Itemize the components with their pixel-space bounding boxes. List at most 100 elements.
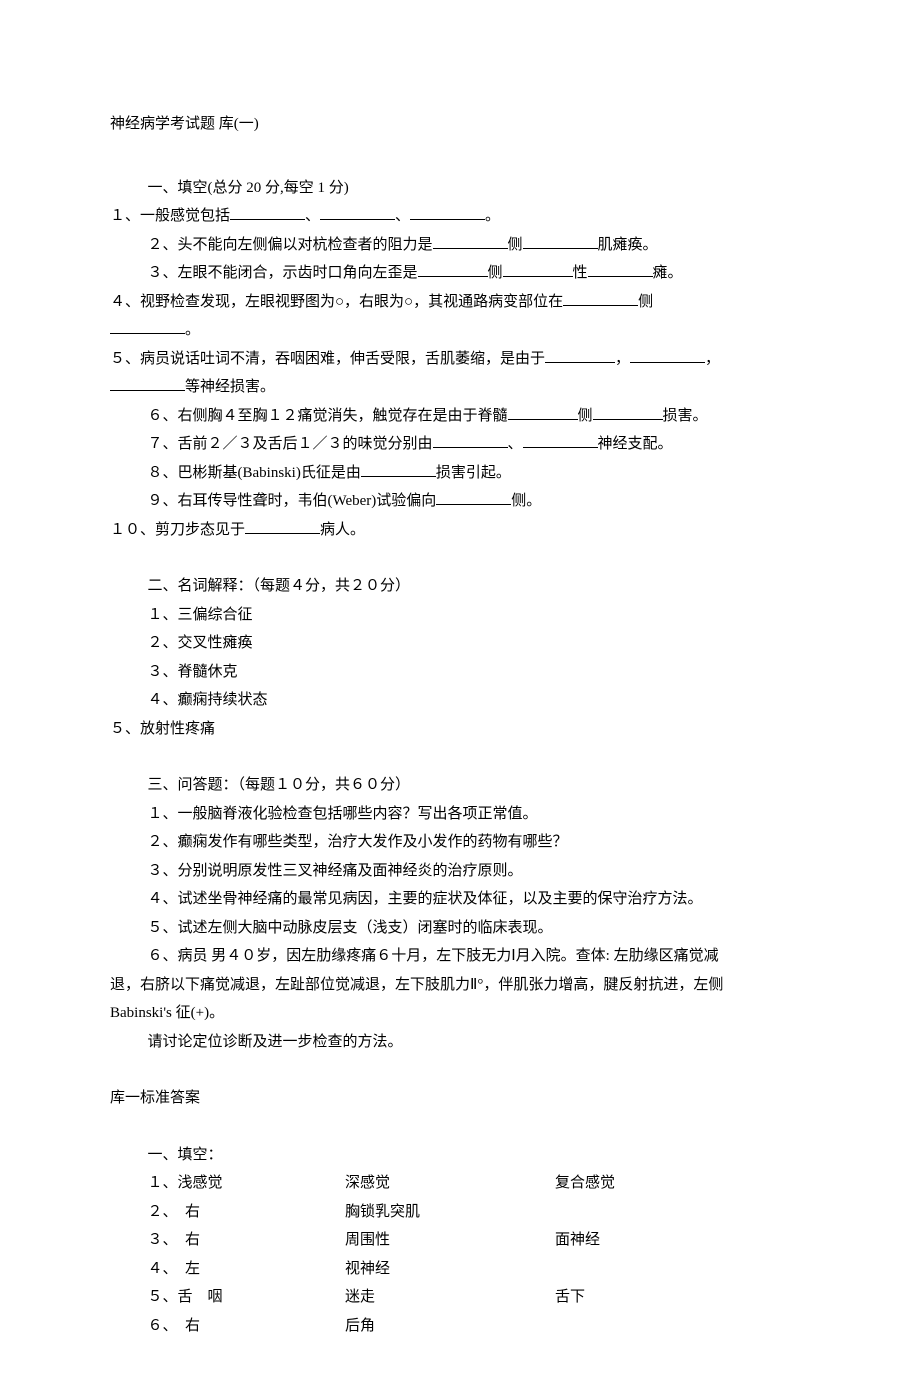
s3-item-1: １、一般脑脊液化验检查包括哪些内容？写出各项正常值。 [110, 800, 810, 829]
q5-text-d: 等神经损害。 [185, 379, 275, 395]
q4-text-a: ４、视野检查发现，左眼视野图为○，右眼为○，其视通路病变部位在 [110, 294, 563, 310]
blank [418, 262, 488, 277]
q5-text-a: ５、病员说话吐词不清，吞咽困难，伸舌受限，舌肌萎缩，是由于 [110, 351, 545, 367]
answers-section-header: 一、填空： [110, 1141, 810, 1170]
q3-text-a: ３、左眼不能闭合，示齿时口角向左歪是 [148, 265, 418, 281]
q4-line2: 。 [110, 316, 810, 345]
s2-item-2: ２、交叉性瘫痪 [110, 629, 810, 658]
q5-text-b: ， [615, 351, 630, 367]
s3-q6-line2: 退，右脐以下痛觉减退，左趾部位觉减退，左下肢肌力Ⅱ°，伴肌张力增高，腱反射抗进，… [110, 971, 810, 1000]
q7-text-c: 神经支配。 [598, 436, 673, 452]
blank [361, 462, 436, 477]
blank [230, 205, 305, 220]
q3-text-d: 瘫。 [653, 265, 683, 281]
q4-text-b: 侧 [638, 294, 653, 310]
answer-row-4: ４、 左 视神经 [110, 1255, 810, 1284]
q5-line2: 等神经损害。 [110, 373, 810, 402]
blank [245, 519, 320, 534]
blank [110, 319, 185, 334]
answer-cell: 面神经 [555, 1226, 810, 1255]
q10: １０、剪刀步态见于 病人。 [110, 516, 810, 545]
q8-text-a: ８、巴彬斯基(Babinski)氏征是由 [148, 465, 361, 481]
blank [320, 205, 395, 220]
answer-header: 库一标准答案 [110, 1084, 810, 1113]
blank [436, 490, 511, 505]
s3-item-3: ３、分别说明原发性三叉神经痛及面神经炎的治疗原则。 [110, 857, 810, 886]
q6-text-a: ６、右侧胸４至胸１２痛觉消失，触觉存在是由于脊髓 [148, 408, 508, 424]
answer-row-5: ５、舌 咽 迷走 舌下 [110, 1283, 810, 1312]
answer-cell: 周围性 [345, 1226, 555, 1255]
blank [110, 376, 185, 391]
q6: ６、右侧胸４至胸１２痛觉消失，触觉存在是由于脊髓侧损害。 [110, 402, 810, 431]
blank [588, 262, 653, 277]
s2-item-1: １、三偏综合征 [110, 601, 810, 630]
answer-cell: ３、 右 [110, 1226, 345, 1255]
s3-item-4: ４、试述坐骨神经痛的最常见病因，主要的症状及体征，以及主要的保守治疗方法。 [110, 885, 810, 914]
q10-text-b: 病人。 [320, 522, 365, 538]
q10-text-a: １０、剪刀步态见于 [110, 522, 245, 538]
q7-text-a: ７、舌前２／３及舌后１／３的味觉分别由 [148, 436, 433, 452]
answer-cell: 舌下 [555, 1283, 810, 1312]
blank [523, 433, 598, 448]
answer-cell [555, 1312, 810, 1341]
blank [508, 405, 578, 420]
q2-text-c: 肌瘫痪。 [598, 237, 658, 253]
document-title: 神经病学考试题 库(一) [110, 110, 810, 139]
blank [433, 433, 508, 448]
answer-cell: ６、 右 [110, 1312, 345, 1341]
blank [593, 405, 663, 420]
answer-cell: 深感觉 [345, 1169, 555, 1198]
q8: ８、巴彬斯基(Babinski)氏征是由 损害引起。 [110, 459, 810, 488]
answer-cell: 视神经 [345, 1255, 555, 1284]
s2-item-3: ３、脊髓休克 [110, 658, 810, 687]
answer-cell: ５、舌 咽 [110, 1283, 345, 1312]
answer-cell: ２、 右 [110, 1198, 345, 1227]
s3-q6-line3: Babinski's 征(+)。 [110, 999, 810, 1028]
blank [563, 291, 638, 306]
blank [503, 262, 573, 277]
s3-item-5: ５、试述左侧大脑中动脉皮层支（浅支）闭塞时的临床表现。 [110, 914, 810, 943]
blank [545, 348, 615, 363]
q9: ９、右耳传导性聋时，韦伯(Weber)试验偏向侧。 [110, 487, 810, 516]
s2-item-4: ４、癫痫持续状态 [110, 686, 810, 715]
blank [433, 234, 508, 249]
q3-text-b: 侧 [488, 265, 503, 281]
q7: ７、舌前２／３及舌后１／３的味觉分别由 、 神经支配。 [110, 430, 810, 459]
answer-cell: ４、 左 [110, 1255, 345, 1284]
section2-header: 二、名词解释：（每题４分，共２０分） [110, 572, 810, 601]
q2-text-b: 侧 [508, 237, 523, 253]
q2-text-a: ２、头不能向左侧偏以对杭检查者的阻力是 [148, 237, 433, 253]
q9-text-a: ９、右耳传导性聋时，韦伯(Weber)试验偏向 [148, 493, 437, 509]
q3-text-c: 性 [573, 265, 588, 281]
answer-cell: 后角 [345, 1312, 555, 1341]
s3-q6-line4: 请讨论定位诊断及进一步检查的方法。 [110, 1028, 810, 1057]
q1-text-c: 、 [395, 208, 410, 224]
answer-cell: 复合感觉 [555, 1169, 810, 1198]
blank [523, 234, 598, 249]
q7-text-b: 、 [508, 436, 523, 452]
q8-text-b: 损害引起。 [436, 465, 511, 481]
q5-line1: ５、病员说话吐词不清，吞咽困难，伸舌受限，舌肌萎缩，是由于 ， ， [110, 345, 810, 374]
answer-cell [555, 1255, 810, 1284]
answer-row-6: ６、 右 后角 [110, 1312, 810, 1341]
s3-item-2: ２、癫痫发作有哪些类型，治疗大发作及小发作的药物有哪些？ [110, 828, 810, 857]
q1-text-b: 、 [305, 208, 320, 224]
answer-cell [555, 1198, 810, 1227]
s2-item-5: ５、放射性疼痛 [110, 715, 810, 744]
answer-cell: １、浅感觉 [110, 1169, 345, 1198]
q1-text-d: 。 [485, 208, 500, 224]
answer-row-3: ３、 右 周围性 面神经 [110, 1226, 810, 1255]
q2: ２、头不能向左侧偏以对杭检查者的阻力是 侧 肌瘫痪。 [110, 231, 810, 260]
answer-cell: 胸锁乳突肌 [345, 1198, 555, 1227]
section3-header: 三、问答题：（每题１０分，共６０分） [110, 771, 810, 800]
answer-row-2: ２、 右 胸锁乳突肌 [110, 1198, 810, 1227]
blank [410, 205, 485, 220]
q1-text-a: １、一般感觉包括 [110, 208, 230, 224]
q3: ３、左眼不能闭合，示齿时口角向左歪是 侧 性 瘫。 [110, 259, 810, 288]
q5-text-c: ， [705, 351, 720, 367]
answer-row-1: １、浅感觉 深感觉 复合感觉 [110, 1169, 810, 1198]
answer-cell: 迷走 [345, 1283, 555, 1312]
s3-q6-line1: ６、病员 男４０岁，因左肋缘疼痛６十月，左下肢无力Ⅰ月入院。查体: 左肋缘区痛觉… [110, 942, 810, 971]
section1-header: 一、填空(总分 20 分,每空 1 分) [110, 174, 810, 203]
q1: １、一般感觉包括 、 、 。 [110, 202, 810, 231]
